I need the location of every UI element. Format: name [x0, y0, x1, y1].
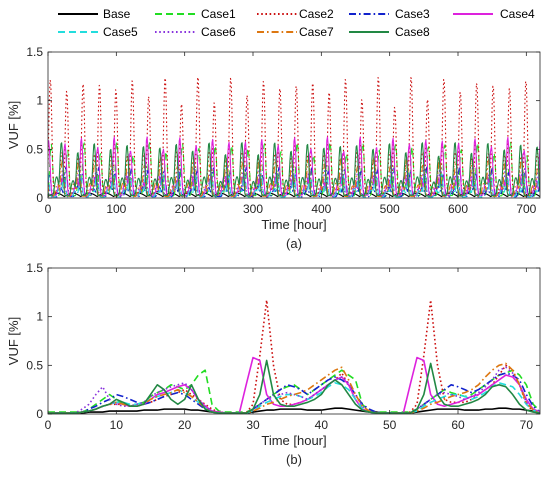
panel-b-axes-frame	[47, 267, 541, 415]
legend-item-case4: Case4	[453, 7, 535, 21]
legend: Base Case1 Case2 Case3 Case4 Case5 Case6 Case7 C…	[58, 7, 535, 39]
x-tick-label: 600	[448, 202, 468, 216]
y-tick-label: 1	[36, 94, 43, 108]
legend-label: Case3	[395, 7, 430, 21]
x-tick-label: 70	[520, 418, 534, 432]
series-line-case8	[48, 359, 540, 414]
series-line-case4	[48, 136, 540, 197]
y-tick-label: 0	[36, 191, 43, 205]
panel-a-axes-frame	[47, 51, 541, 199]
panel-b: 0 10 20 30 40 50 60 70 0 0.5 1 1.5 Time [hour] VUF …	[6, 261, 541, 467]
panel-b-label: (b)	[286, 452, 302, 467]
panel-a-label: (a)	[286, 236, 302, 251]
y-tick-label: 0	[36, 407, 43, 421]
x-tick-label: 400	[311, 202, 331, 216]
legend-item-case1: Case1	[155, 7, 236, 21]
series-line-base	[48, 407, 540, 414]
x-tick-label: 300	[243, 202, 263, 216]
legend-item-case6: Case6	[155, 25, 236, 39]
x-tick-label: 700	[516, 202, 536, 216]
legend-label: Case6	[201, 25, 236, 39]
legend-label: Case8	[395, 25, 430, 39]
panel-b-ticks: 0 10 20 30 40 50 60 70 0 0.5 1 1.5	[26, 261, 540, 432]
x-tick-label: 200	[175, 202, 195, 216]
series-line-case2	[48, 76, 540, 195]
series-line-case3	[48, 372, 540, 414]
legend-item-case5: Case5	[58, 25, 138, 39]
legend-label: Case1	[201, 7, 236, 21]
y-tick-label: 0.5	[26, 358, 43, 372]
panel-b-x-axis-label: Time [hour]	[261, 433, 326, 448]
legend-item-base: Base	[58, 7, 131, 21]
x-tick-label: 20	[178, 418, 192, 432]
panel-a: 0 100 200 300 400 500 600 700 0 0.5 1 1.5 Time [hou…	[6, 7, 541, 251]
x-tick-label: 60	[451, 418, 465, 432]
x-tick-label: 30	[246, 418, 260, 432]
x-tick-label: 10	[110, 418, 124, 432]
x-tick-label: 500	[380, 202, 400, 216]
legend-label: Case7	[299, 25, 334, 39]
legend-item-case8: Case8	[349, 25, 430, 39]
legend-item-case3: Case3	[349, 7, 430, 21]
x-tick-label: 100	[106, 202, 126, 216]
legend-label: Case2	[299, 7, 334, 21]
panel-a-y-axis-label: VUF [%]	[6, 101, 21, 149]
series-line-case6	[48, 366, 540, 414]
panel-b-y-axis-label: VUF [%]	[6, 317, 21, 365]
legend-label: Case4	[500, 7, 535, 21]
x-tick-label: 0	[45, 202, 52, 216]
y-tick-label: 0.5	[26, 142, 43, 156]
x-tick-label: 50	[383, 418, 397, 432]
y-tick-label: 1	[36, 310, 43, 324]
legend-item-case2: Case2	[257, 7, 334, 21]
legend-item-case7: Case7	[257, 25, 334, 39]
y-tick-label: 1.5	[26, 261, 43, 275]
x-tick-label: 0	[45, 418, 52, 432]
series-line-case8	[48, 142, 540, 197]
y-tick-label: 1.5	[26, 45, 43, 59]
panel-a-series	[48, 76, 540, 198]
x-tick-label: 40	[315, 418, 329, 432]
legend-label: Base	[103, 7, 131, 21]
panel-a-x-axis-label: Time [hour]	[261, 217, 326, 232]
legend-label: Case5	[103, 25, 138, 39]
series-line-case5	[48, 382, 540, 414]
panel-a-ticks: 0 100 200 300 400 500 600 700 0 0.5 1 1.5	[26, 45, 540, 216]
panel-b-series	[48, 299, 540, 414]
